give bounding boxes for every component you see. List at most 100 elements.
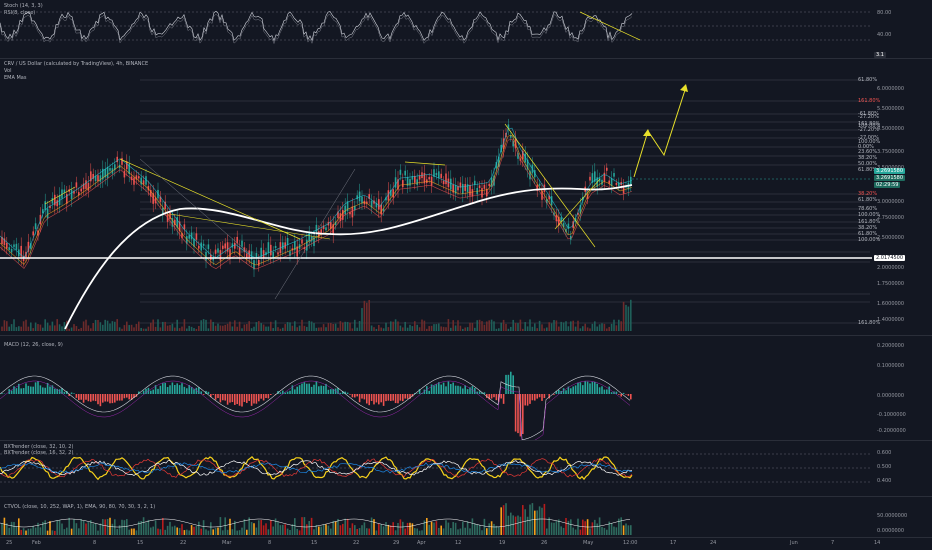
- volume-bar: [226, 323, 229, 331]
- macd-histogram-bar: [265, 394, 267, 399]
- candle-body: [200, 242, 202, 251]
- ctvol-bar: [39, 527, 42, 535]
- macd-histogram-bar: [174, 384, 176, 394]
- ctvol-bar: [409, 522, 411, 535]
- volume-bar: [409, 324, 411, 331]
- fib-level-label: -27.20%: [858, 114, 879, 120]
- ctvol-bar: [349, 527, 351, 535]
- candle-body: [534, 170, 536, 178]
- macd-histogram-bar: [428, 390, 430, 394]
- candle-body: [183, 224, 186, 230]
- volume-bar: [246, 324, 248, 331]
- stoch-pane[interactable]: Stoch (14, 3, 3) RSI(8, close) 80.00 40.…: [0, 0, 932, 58]
- ctvol-bar: [342, 523, 344, 535]
- ctvol-bar: [138, 521, 140, 535]
- candle-body: [82, 183, 85, 190]
- fib-level-label: 61.80%: [858, 167, 878, 173]
- candle-body: [270, 244, 272, 256]
- macd-histogram-bar: [358, 394, 361, 403]
- volume-bar: [332, 323, 334, 331]
- ctvol-bar: [610, 523, 613, 535]
- volume-bar: [553, 320, 555, 331]
- macd-histogram-bar: [481, 392, 483, 394]
- macd-histogram-bar: [217, 394, 219, 399]
- macd-pane[interactable]: MACD (12, 26, close, 9) 0.2000000 0.1000…: [0, 336, 932, 440]
- candle-body: [325, 227, 327, 231]
- volume-bar: [22, 321, 25, 331]
- candle-body: [176, 217, 178, 228]
- volume-bar: [524, 322, 526, 331]
- ctvol-bar: [265, 523, 267, 535]
- volume-bar: [586, 327, 589, 331]
- ema-label: EMA Mas: [4, 75, 27, 81]
- macd-histogram-bar: [258, 394, 260, 402]
- candle-body: [548, 195, 550, 200]
- ctvol-bar: [514, 516, 517, 535]
- volume-bar: [188, 325, 190, 331]
- ctvol-bar: [450, 528, 452, 535]
- macd-histogram-bar: [150, 390, 152, 394]
- ctvol-bar: [102, 519, 104, 535]
- macd-histogram-bar: [246, 394, 248, 404]
- macd-histogram-bar: [13, 386, 15, 394]
- date-tick: 19: [499, 540, 506, 546]
- ctvol-bar: [512, 515, 514, 535]
- candle-body: [104, 169, 106, 178]
- ctvol-bar: [462, 521, 464, 535]
- macd-histogram-bar: [440, 384, 442, 394]
- candle-body: [135, 175, 138, 180]
- volume-bar: [421, 319, 423, 331]
- candle-body: [464, 184, 466, 191]
- candle-body: [44, 201, 46, 211]
- ctvol-bar: [58, 520, 61, 535]
- candle-body: [337, 211, 339, 218]
- candle-body: [459, 182, 462, 188]
- volume-bar: [490, 319, 493, 331]
- price-tick: 3.0000000: [877, 199, 905, 205]
- ctvol-bar: [584, 521, 586, 535]
- macd-histogram-bar: [229, 394, 231, 403]
- candle-body: [565, 229, 567, 233]
- ema-200-line: [64, 184, 633, 330]
- candle-body: [114, 164, 116, 171]
- macd-histogram-bar: [130, 394, 133, 400]
- ctvol-bar: [298, 530, 301, 535]
- macd-histogram-bar: [363, 394, 366, 400]
- bx-pane[interactable]: BXTrender (close, 32, 10, 2) BXTrender (…: [0, 441, 932, 496]
- macd-histogram-bar: [586, 381, 589, 394]
- macd-histogram-bar: [466, 389, 469, 394]
- ctvol-bar: [337, 518, 339, 535]
- candle-body: [502, 138, 505, 150]
- volume-bar: [135, 323, 138, 331]
- date-tick: 7: [831, 540, 835, 546]
- candle-body: [6, 242, 8, 249]
- trendline: [554, 178, 601, 230]
- candle-body: [308, 233, 310, 242]
- volume-bar: [162, 321, 164, 331]
- ctvol-bar: [157, 528, 159, 535]
- macd-histogram-bar: [346, 392, 349, 394]
- candle-body: [46, 208, 49, 219]
- candle-body: [236, 236, 238, 244]
- macd-histogram-bar: [430, 384, 433, 394]
- volume-bar: [260, 323, 262, 331]
- macd-histogram-bar: [51, 385, 54, 394]
- ctvol-pane[interactable]: CTVOL (close, 10, 252, WAP, 1), EMA, 90,…: [0, 497, 932, 537]
- volume-bar: [596, 326, 598, 331]
- ctvol-bar: [253, 523, 255, 535]
- fib-level-label: 161.80%: [858, 98, 881, 104]
- volume-bar: [8, 326, 10, 331]
- fib-level-label: -27.00%: [858, 135, 879, 141]
- volume-bar: [572, 320, 574, 331]
- candle-body: [490, 177, 493, 187]
- candle-body: [457, 186, 459, 191]
- candle-body: [30, 243, 32, 249]
- ctvol-bar: [387, 524, 390, 535]
- candle-body: [231, 243, 234, 248]
- volume-bar: [342, 322, 344, 331]
- macd-histogram-bar: [591, 381, 594, 394]
- price-pane[interactable]: CRV / US Dollar (calculated by TradingVi…: [0, 59, 932, 335]
- volume-bar: [205, 319, 207, 331]
- ctvol-bar: [181, 524, 183, 535]
- volume-bar: [253, 326, 255, 331]
